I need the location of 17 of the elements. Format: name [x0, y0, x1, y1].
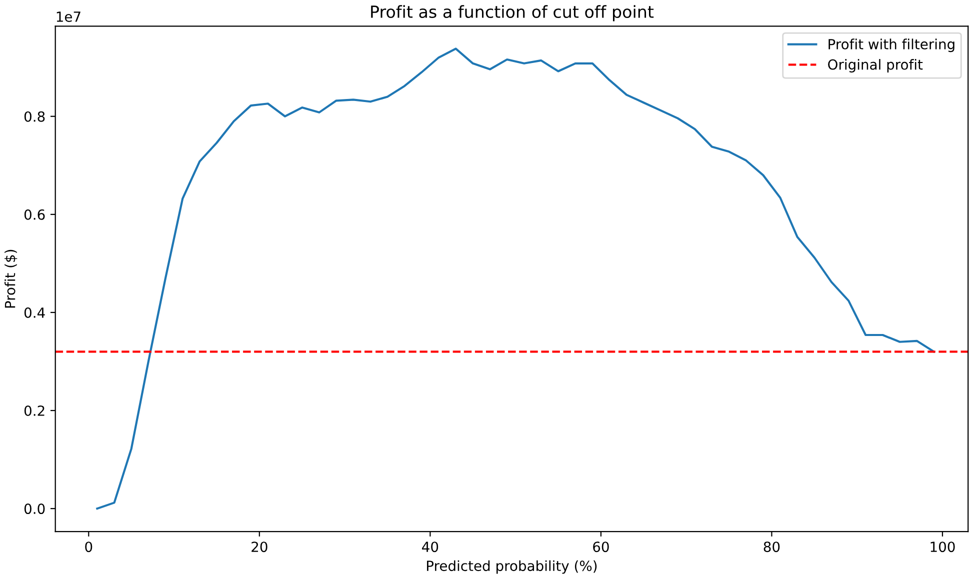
legend-label: Profit with filtering: [828, 38, 954, 52]
x-tick-label: 60: [593, 542, 609, 552]
y-tick-label: 0.8: [24, 111, 45, 122]
y-tick-label: 0.2: [24, 405, 44, 416]
x-tick-label: 20: [252, 542, 268, 552]
x-tick-label: 0: [85, 542, 92, 552]
y-tick-label: 0.6: [24, 209, 45, 220]
y-tick-label: 0.0: [24, 504, 45, 514]
x-tick-label: 80: [764, 542, 780, 552]
text: 1e7: [56, 12, 80, 22]
x-axis-title: Predicted probability (%): [427, 560, 597, 574]
chart-title: Profit as a function of cut off point: [371, 5, 654, 22]
x-tick-label: 100: [930, 542, 955, 552]
y-axis-title: Profit ($): [4, 250, 18, 308]
x-tick-label: 40: [422, 542, 438, 552]
legend-label: Original profit: [828, 59, 923, 72]
y-tick-label: 0.4: [24, 307, 45, 318]
